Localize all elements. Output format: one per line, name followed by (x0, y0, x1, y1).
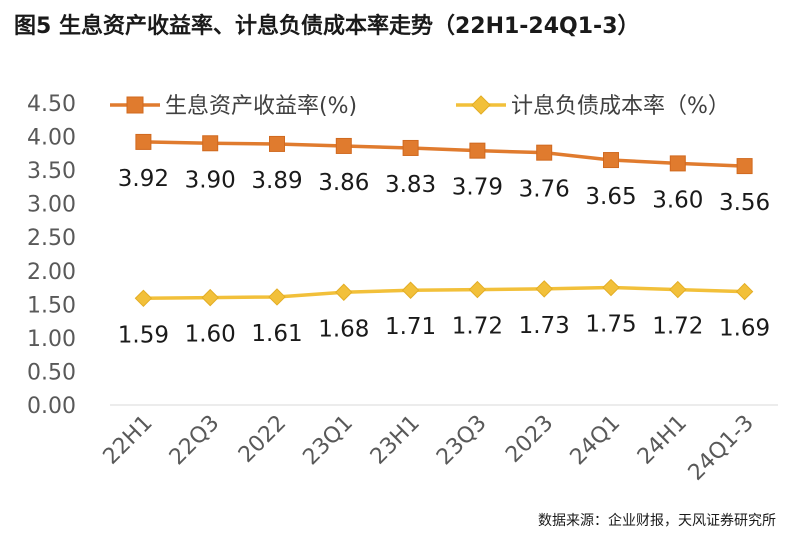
data-point (469, 142, 486, 159)
legend: 生息资产收益率(%) 计息负债成本率（%） (110, 94, 730, 119)
chart-title: 图5 生息资产收益率、计息负债成本率走势（22H1-24Q1-3） (14, 14, 640, 39)
y-tick-label: 0.00 (27, 394, 76, 419)
x-tick-label: 24H1 (633, 411, 692, 470)
data-point (468, 280, 487, 299)
x-tick-label: 23Q1 (298, 411, 358, 471)
series-2: 1.59 1.60 1.61 1.68 1.71 1.72 1.73 1.75 1.72 1.69 (118, 278, 770, 348)
y-tick-label: 2.00 (27, 260, 76, 285)
x-tick-label: 2023 (501, 411, 558, 468)
data-label: 3.89 (251, 168, 302, 194)
data-label: 1.73 (519, 313, 570, 339)
data-label: 3.83 (385, 172, 436, 198)
series-line (143, 140, 745, 168)
data-label: 3.79 (452, 175, 503, 201)
x-axis: 22H1 22Q3 2022 23Q1 23H1 23Q3 2023 24Q1 24H124Q1… (99, 404, 778, 486)
y-tick-label: 3.50 (27, 159, 76, 184)
legend-marker (471, 95, 491, 115)
data-point (201, 288, 219, 307)
x-tick-label: 24Q1-3 (684, 411, 759, 486)
y-tick-label: 1.50 (27, 293, 76, 318)
data-point (269, 135, 285, 152)
data-label: 3.65 (585, 184, 636, 210)
series-line (143, 285, 745, 301)
data-point (536, 144, 553, 161)
data-label: 3.76 (519, 177, 570, 203)
data-point (268, 288, 286, 306)
legend-label: 计息负债成本率（%） (511, 94, 730, 119)
legend-item-2: 计息负债成本率（%） (456, 94, 730, 119)
data-label: 1.59 (118, 322, 169, 348)
data-label: 1.72 (652, 314, 703, 340)
data-point (535, 280, 553, 298)
data-label: 3.86 (318, 170, 369, 196)
x-tick-label: 22Q3 (165, 411, 225, 471)
y-tick-label: 3.00 (27, 193, 76, 218)
y-tick-label: 4.50 (27, 92, 76, 117)
data-point (735, 282, 754, 301)
data-point (402, 139, 419, 156)
data-point (669, 280, 687, 299)
legend-marker (126, 96, 144, 114)
data-point (335, 283, 353, 301)
data-label: 3.92 (118, 166, 169, 192)
data-label: 1.72 (452, 314, 503, 340)
series-layer: 3.92 3.90 3.89 3.86 3.83 3.79 3.76 3.65 3.60 3.56… (118, 133, 770, 348)
y-tick-label: 4.00 (27, 126, 76, 151)
data-point (603, 152, 619, 169)
data-point (335, 137, 352, 154)
data-point (135, 133, 152, 150)
source-note: 数据来源：企业财报，天风证券研究所 (538, 513, 776, 529)
legend-label: 生息资产收益率(%) (165, 94, 357, 119)
data-label: 3.56 (719, 190, 770, 216)
y-tick-label: 2.50 (27, 226, 76, 251)
x-tick-label: 22H1 (99, 411, 158, 470)
data-point (736, 158, 753, 175)
data-label: 1.60 (185, 322, 236, 348)
data-point (134, 289, 153, 308)
data-label: 1.61 (251, 321, 302, 347)
y-tick-label: 0.50 (27, 360, 76, 385)
legend-item-1: 生息资产收益率(%) (110, 94, 357, 119)
data-label: 3.60 (652, 187, 703, 213)
x-tick-label: 24Q1 (566, 411, 626, 471)
data-label: 3.90 (185, 167, 236, 193)
data-label: 1.71 (385, 314, 436, 340)
data-point (202, 135, 219, 152)
data-point (602, 278, 620, 297)
data-point (401, 281, 420, 299)
data-label: 1.68 (318, 316, 369, 342)
y-axis: 0.00 0.50 1.00 1.50 2.00 2.50 3.00 3.50 4.00 4.50 (27, 92, 76, 419)
x-tick-label: 2022 (234, 411, 291, 468)
data-label: 1.75 (585, 312, 636, 338)
data-point (669, 155, 686, 172)
data-label: 1.69 (719, 316, 770, 342)
series-1: 3.92 3.90 3.89 3.86 3.83 3.79 3.76 3.65 3.60 3.56 (118, 133, 770, 216)
x-tick-label: 23H1 (366, 411, 425, 470)
y-tick-label: 1.00 (27, 327, 76, 352)
x-tick-label: 23Q3 (432, 411, 492, 471)
